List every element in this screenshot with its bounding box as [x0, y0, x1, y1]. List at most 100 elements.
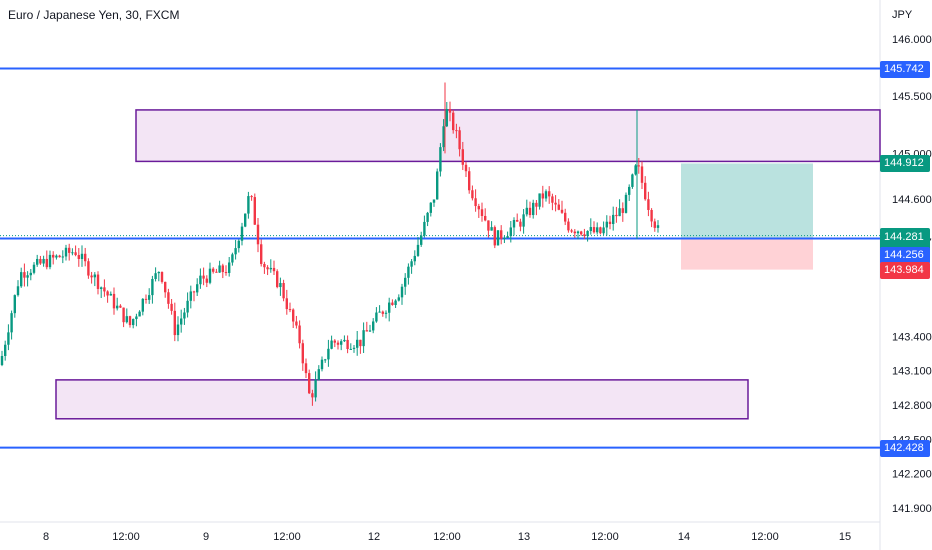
- candle-body: [224, 272, 228, 274]
- y-tick-label: 146.000: [892, 34, 932, 46]
- candle-body: [474, 198, 477, 207]
- candle-body: [346, 339, 349, 349]
- candle-body: [250, 196, 253, 198]
- candle-body: [122, 307, 125, 323]
- candle-body: [343, 339, 346, 342]
- price-tag: 143.984: [880, 261, 930, 279]
- candle-body: [132, 319, 135, 326]
- candle-body: [48, 254, 52, 268]
- candle-body: [448, 108, 452, 113]
- candle-body: [480, 209, 484, 216]
- candle-body: [231, 254, 234, 263]
- candle-body: [356, 339, 359, 348]
- candle-body: [573, 231, 576, 234]
- candle-body: [509, 227, 512, 237]
- candle-body: [93, 274, 96, 278]
- candle-body: [87, 261, 90, 276]
- candle-body: [378, 311, 381, 313]
- candle-body: [525, 207, 528, 215]
- candle-body: [583, 234, 586, 237]
- candle-body: [157, 271, 160, 274]
- candle-body: [535, 202, 538, 207]
- candle-body: [282, 283, 285, 299]
- candle-body: [183, 312, 186, 319]
- candle-body: [189, 291, 192, 301]
- candle-body: [471, 190, 474, 199]
- candle-body: [615, 214, 618, 217]
- candle-body: [490, 227, 493, 231]
- candle-body: [404, 277, 407, 287]
- candle-body: [420, 235, 423, 245]
- x-tick-label: 12:00: [591, 531, 619, 543]
- candle-body: [519, 221, 522, 227]
- candle-body: [218, 265, 221, 273]
- candle-body: [544, 191, 548, 199]
- y-tick-label: 142.800: [892, 400, 932, 412]
- candle-body: [333, 340, 336, 343]
- candle-body: [445, 108, 448, 127]
- supply-demand-zone: [55, 379, 749, 420]
- candle-body: [202, 275, 205, 279]
- candle-body: [397, 297, 400, 301]
- candle-body: [173, 310, 176, 336]
- candle-body: [432, 199, 436, 203]
- candle-body: [256, 224, 260, 245]
- candle-body: [637, 165, 640, 167]
- y-tick-label: 144.600: [892, 194, 932, 206]
- candle-body: [516, 219, 519, 222]
- candle-body: [375, 312, 378, 322]
- candle-body: [279, 283, 282, 288]
- candle-body: [215, 271, 218, 273]
- candle-body: [624, 194, 628, 213]
- candle-body: [496, 230, 500, 246]
- candle-body: [77, 255, 80, 259]
- candle-body: [314, 379, 317, 398]
- candle-body: [160, 271, 164, 282]
- candle-body: [541, 193, 544, 199]
- candle-body: [138, 311, 141, 317]
- candle-body: [266, 267, 269, 270]
- candle-body: [125, 316, 128, 323]
- candle-body: [42, 258, 45, 264]
- candle-body: [557, 204, 560, 210]
- candle-body: [180, 318, 183, 325]
- candle-body: [16, 286, 20, 296]
- candle-body: [551, 196, 554, 203]
- candle-body: [330, 340, 333, 349]
- candle-body: [100, 287, 103, 289]
- candle-body: [212, 268, 215, 272]
- x-tick-label: 12: [368, 531, 380, 543]
- candle-body: [96, 274, 100, 289]
- candle-body: [503, 237, 506, 239]
- candle-body: [276, 271, 279, 288]
- candle-body: [234, 248, 237, 255]
- x-tick-label: 14: [678, 531, 690, 543]
- candle-body: [487, 220, 490, 231]
- candle-body: [618, 208, 621, 217]
- candle-body: [429, 202, 432, 213]
- candle-body: [359, 339, 362, 347]
- candle-body: [228, 262, 231, 273]
- candle-body: [148, 295, 151, 300]
- candle-body: [464, 164, 468, 172]
- candle-body: [564, 212, 567, 222]
- candle-body: [253, 197, 256, 225]
- candle-body: [410, 261, 413, 267]
- candle-body: [58, 255, 61, 258]
- candle-body: [39, 258, 42, 264]
- candle-body: [570, 230, 573, 232]
- candle-body: [352, 347, 356, 349]
- candle-body: [80, 253, 84, 259]
- candle-body: [458, 130, 461, 150]
- candle-body: [340, 341, 343, 345]
- candle-body: [221, 265, 224, 273]
- currency-label: JPY: [892, 9, 913, 21]
- candle-body: [244, 213, 247, 227]
- y-tick-label: 142.200: [892, 469, 932, 481]
- candle-body: [61, 256, 64, 258]
- candle-body: [103, 287, 106, 292]
- candle-body: [528, 207, 532, 216]
- candle-body: [468, 171, 471, 191]
- y-tick-label: 143.400: [892, 331, 932, 343]
